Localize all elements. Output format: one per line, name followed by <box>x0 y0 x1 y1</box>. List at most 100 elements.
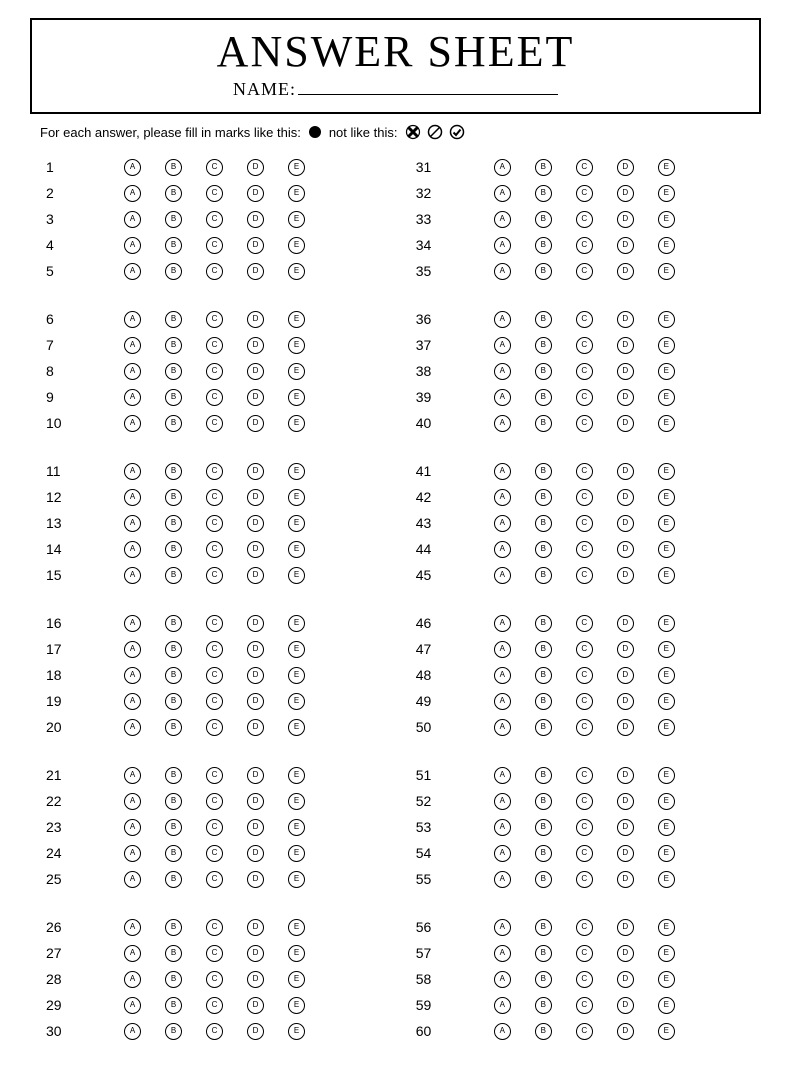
answer-bubble-d[interactable]: D <box>247 363 264 380</box>
answer-bubble-a[interactable]: A <box>124 515 141 532</box>
answer-bubble-c[interactable]: C <box>576 615 593 632</box>
answer-bubble-d[interactable]: D <box>617 463 634 480</box>
answer-bubble-e[interactable]: E <box>288 211 305 228</box>
answer-bubble-e[interactable]: E <box>658 667 675 684</box>
answer-bubble-a[interactable]: A <box>494 363 511 380</box>
answer-bubble-c[interactable]: C <box>576 845 593 862</box>
answer-bubble-c[interactable]: C <box>576 337 593 354</box>
answer-bubble-c[interactable]: C <box>576 463 593 480</box>
answer-bubble-b[interactable]: B <box>165 389 182 406</box>
answer-bubble-e[interactable]: E <box>288 945 305 962</box>
answer-bubble-d[interactable]: D <box>617 793 634 810</box>
answer-bubble-e[interactable]: E <box>288 615 305 632</box>
answer-bubble-e[interactable]: E <box>658 541 675 558</box>
answer-bubble-e[interactable]: E <box>658 389 675 406</box>
answer-bubble-d[interactable]: D <box>247 919 264 936</box>
answer-bubble-b[interactable]: B <box>165 945 182 962</box>
answer-bubble-d[interactable]: D <box>247 311 264 328</box>
answer-bubble-e[interactable]: E <box>288 515 305 532</box>
answer-bubble-a[interactable]: A <box>124 311 141 328</box>
answer-bubble-b[interactable]: B <box>535 667 552 684</box>
answer-bubble-e[interactable]: E <box>288 337 305 354</box>
answer-bubble-d[interactable]: D <box>247 415 264 432</box>
answer-bubble-b[interactable]: B <box>165 489 182 506</box>
answer-bubble-e[interactable]: E <box>288 641 305 658</box>
answer-bubble-c[interactable]: C <box>206 871 223 888</box>
answer-bubble-e[interactable]: E <box>658 515 675 532</box>
answer-bubble-e[interactable]: E <box>658 415 675 432</box>
answer-bubble-b[interactable]: B <box>535 159 552 176</box>
answer-bubble-c[interactable]: C <box>206 489 223 506</box>
answer-bubble-a[interactable]: A <box>124 615 141 632</box>
answer-bubble-e[interactable]: E <box>288 793 305 810</box>
answer-bubble-e[interactable]: E <box>658 945 675 962</box>
answer-bubble-e[interactable]: E <box>658 793 675 810</box>
answer-bubble-a[interactable]: A <box>494 793 511 810</box>
answer-bubble-d[interactable]: D <box>247 641 264 658</box>
answer-bubble-a[interactable]: A <box>124 489 141 506</box>
answer-bubble-b[interactable]: B <box>165 211 182 228</box>
answer-bubble-c[interactable]: C <box>206 1023 223 1040</box>
answer-bubble-b[interactable]: B <box>165 185 182 202</box>
answer-bubble-c[interactable]: C <box>206 337 223 354</box>
answer-bubble-c[interactable]: C <box>206 719 223 736</box>
answer-bubble-d[interactable]: D <box>617 845 634 862</box>
answer-bubble-d[interactable]: D <box>617 337 634 354</box>
answer-bubble-d[interactable]: D <box>617 997 634 1014</box>
answer-bubble-a[interactable]: A <box>124 415 141 432</box>
answer-bubble-d[interactable]: D <box>247 515 264 532</box>
answer-bubble-e[interactable]: E <box>288 489 305 506</box>
answer-bubble-b[interactable]: B <box>535 363 552 380</box>
answer-bubble-b[interactable]: B <box>165 159 182 176</box>
answer-bubble-d[interactable]: D <box>617 515 634 532</box>
answer-bubble-a[interactable]: A <box>494 871 511 888</box>
answer-bubble-d[interactable]: D <box>247 693 264 710</box>
answer-bubble-c[interactable]: C <box>576 363 593 380</box>
answer-bubble-e[interactable]: E <box>288 719 305 736</box>
answer-bubble-b[interactable]: B <box>535 337 552 354</box>
answer-bubble-b[interactable]: B <box>165 641 182 658</box>
answer-bubble-c[interactable]: C <box>206 819 223 836</box>
answer-bubble-d[interactable]: D <box>617 919 634 936</box>
answer-bubble-e[interactable]: E <box>658 767 675 784</box>
answer-bubble-a[interactable]: A <box>494 845 511 862</box>
answer-bubble-b[interactable]: B <box>535 845 552 862</box>
answer-bubble-b[interactable]: B <box>535 1023 552 1040</box>
answer-bubble-c[interactable]: C <box>206 237 223 254</box>
answer-bubble-d[interactable]: D <box>247 793 264 810</box>
answer-bubble-c[interactable]: C <box>206 971 223 988</box>
answer-bubble-a[interactable]: A <box>494 641 511 658</box>
answer-bubble-b[interactable]: B <box>165 515 182 532</box>
answer-bubble-c[interactable]: C <box>206 515 223 532</box>
answer-bubble-b[interactable]: B <box>535 567 552 584</box>
answer-bubble-a[interactable]: A <box>124 263 141 280</box>
answer-bubble-a[interactable]: A <box>494 389 511 406</box>
answer-bubble-c[interactable]: C <box>206 463 223 480</box>
answer-bubble-b[interactable]: B <box>165 1023 182 1040</box>
answer-bubble-b[interactable]: B <box>165 667 182 684</box>
answer-bubble-c[interactable]: C <box>206 845 223 862</box>
answer-bubble-a[interactable]: A <box>494 337 511 354</box>
answer-bubble-a[interactable]: A <box>494 919 511 936</box>
answer-bubble-a[interactable]: A <box>494 237 511 254</box>
answer-bubble-b[interactable]: B <box>535 463 552 480</box>
answer-bubble-b[interactable]: B <box>165 541 182 558</box>
answer-bubble-c[interactable]: C <box>576 159 593 176</box>
answer-bubble-c[interactable]: C <box>576 767 593 784</box>
answer-bubble-c[interactable]: C <box>576 871 593 888</box>
answer-bubble-e[interactable]: E <box>658 997 675 1014</box>
answer-bubble-d[interactable]: D <box>617 159 634 176</box>
answer-bubble-e[interactable]: E <box>288 415 305 432</box>
answer-bubble-d[interactable]: D <box>247 845 264 862</box>
answer-bubble-a[interactable]: A <box>494 311 511 328</box>
answer-bubble-c[interactable]: C <box>206 185 223 202</box>
answer-bubble-a[interactable]: A <box>124 159 141 176</box>
answer-bubble-d[interactable]: D <box>247 819 264 836</box>
answer-bubble-e[interactable]: E <box>658 845 675 862</box>
answer-bubble-a[interactable]: A <box>494 693 511 710</box>
answer-bubble-d[interactable]: D <box>617 971 634 988</box>
answer-bubble-a[interactable]: A <box>124 793 141 810</box>
answer-bubble-e[interactable]: E <box>658 693 675 710</box>
answer-bubble-b[interactable]: B <box>535 185 552 202</box>
answer-bubble-b[interactable]: B <box>535 693 552 710</box>
